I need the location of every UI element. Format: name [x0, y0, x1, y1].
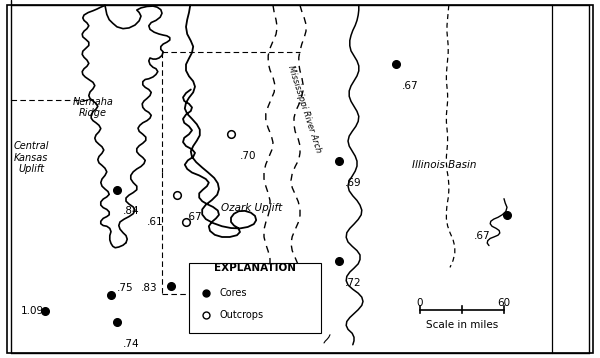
Text: Mississippi River Arch: Mississippi River Arch [286, 64, 323, 154]
Text: 60: 60 [497, 298, 511, 308]
Text: EXPLANATION: EXPLANATION [214, 263, 296, 273]
Text: Scale in miles: Scale in miles [426, 320, 498, 330]
Text: .67: .67 [474, 231, 491, 241]
Text: .75: .75 [117, 283, 134, 293]
Text: Illinois Basin: Illinois Basin [412, 160, 476, 170]
Text: .72: .72 [345, 278, 362, 288]
Text: .67: .67 [186, 212, 203, 222]
Text: .84: .84 [123, 206, 140, 216]
Text: .67: .67 [402, 81, 419, 91]
Text: .74: .74 [123, 339, 140, 349]
Text: 1.09: 1.09 [21, 306, 44, 316]
Bar [189, 263, 321, 333]
Text: Central
Kansas
Uplift: Central Kansas Uplift [13, 141, 49, 174]
Text: Outcrops: Outcrops [219, 310, 263, 320]
Text: .69: .69 [345, 178, 362, 188]
Text: .61: .61 [147, 217, 164, 227]
Text: Cores: Cores [219, 288, 247, 298]
Text: .83: .83 [141, 283, 158, 293]
Text: Ozark Uplift: Ozark Uplift [221, 203, 283, 213]
Text: .70: .70 [240, 151, 257, 161]
Text: 0: 0 [417, 298, 423, 308]
Text: Nemaha
Ridge: Nemaha Ridge [73, 97, 113, 118]
